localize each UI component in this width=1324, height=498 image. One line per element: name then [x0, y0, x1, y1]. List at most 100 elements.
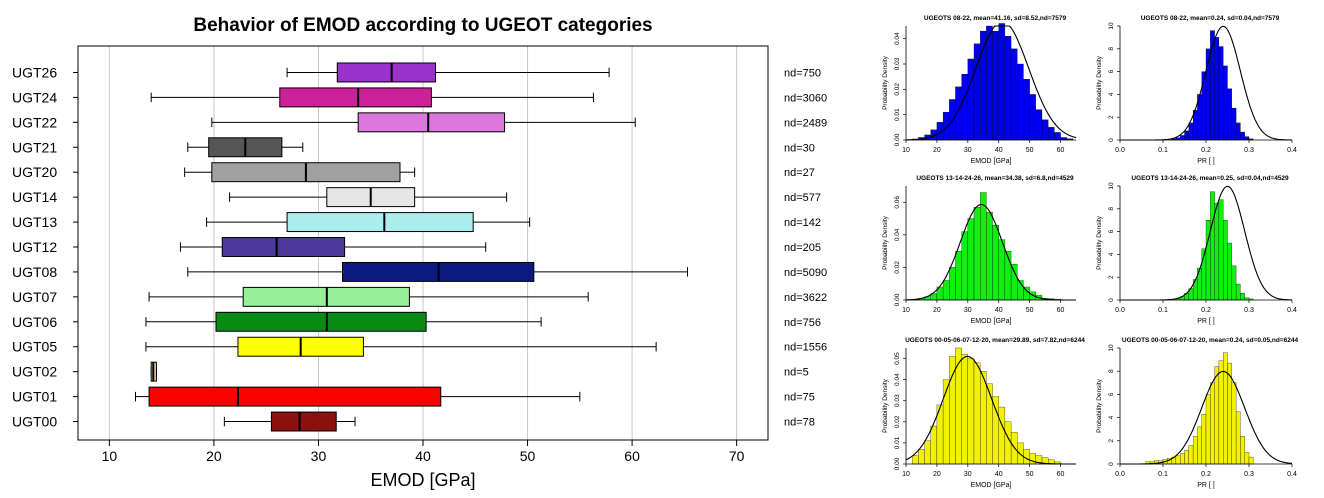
- category-label: UGT24: [12, 89, 57, 105]
- y-tick-label: 0.04: [894, 373, 901, 386]
- histogram-bar: [1004, 421, 1012, 465]
- sample-count-label: nd=3060: [784, 92, 827, 104]
- histogram-bar: [1017, 442, 1024, 465]
- histogram-bar: [1240, 436, 1245, 465]
- x-tick-label: 0.3: [1244, 147, 1254, 154]
- sample-count-label: nd=205: [784, 242, 821, 254]
- box-iqr: [279, 87, 432, 108]
- y-tick-label: 0.02: [894, 83, 901, 96]
- histogram-bar: [1231, 265, 1237, 301]
- x-tick-label: 10: [102, 448, 118, 464]
- x-tick-label: 60: [1057, 147, 1065, 154]
- histogram-bar: [1235, 411, 1241, 465]
- histogram-bar: [1041, 119, 1049, 141]
- histogram-bar: [980, 371, 987, 465]
- histogram-bar: [924, 440, 931, 465]
- histogram-bar: [980, 192, 987, 301]
- x-tick-label: 20: [933, 307, 941, 314]
- histogram-bar: [955, 250, 962, 301]
- y-tick-label: 0.02: [894, 261, 901, 274]
- y-tick-label: 2: [1108, 439, 1115, 443]
- x-tick-label: 0.3: [1244, 471, 1254, 478]
- histogram-bar: [1184, 449, 1189, 465]
- y-tick-label: 8: [1108, 207, 1115, 211]
- x-tick-label: 10: [902, 471, 910, 478]
- histogram-bar: [1035, 109, 1043, 141]
- histogram-bar: [967, 358, 975, 465]
- y-tick-label: 10: [1108, 182, 1115, 190]
- sample-count-label: nd=2489: [784, 117, 827, 129]
- x-tick-label: 50: [1026, 471, 1034, 478]
- box-iqr: [357, 112, 506, 133]
- histogram-x-label: EMOD [GPa]: [971, 482, 1012, 489]
- histogram-bar: [973, 362, 981, 465]
- normal-fit-curve: [906, 203, 1076, 301]
- histogram-x-label: EMOD [GPa]: [971, 158, 1012, 165]
- histogram-bar: [998, 23, 1006, 141]
- histogram-bar: [1004, 35, 1012, 141]
- x-tick-label: 40: [415, 448, 431, 464]
- x-tick-label: 50: [520, 448, 536, 464]
- histogram-bar: [1244, 452, 1250, 465]
- histogram-bar: [1223, 65, 1228, 141]
- histogram-bar: [912, 455, 919, 465]
- box-iqr: [215, 311, 427, 332]
- histogram-bar: [1197, 426, 1202, 465]
- histogram-bar: [973, 207, 981, 301]
- histogram-bar: [1214, 202, 1220, 301]
- histogram-x-label: PR [ ]: [1197, 158, 1215, 165]
- histogram-bar: [1218, 46, 1224, 141]
- x-tick-label: 60: [1057, 307, 1065, 314]
- x-tick-label: 20: [933, 471, 941, 478]
- y-tick-label: 0.01: [894, 108, 901, 121]
- normal-fit-curve: [905, 355, 1076, 465]
- histogram-panel: UGEOTS 00-05-06-07-12-20, mean=0.24, sd=…: [1096, 337, 1298, 489]
- sample-count-label: nd=27: [784, 167, 815, 179]
- box-iqr: [286, 212, 474, 233]
- x-tick-label: 0.2: [1201, 471, 1211, 478]
- sample-count-label: nd=75: [784, 392, 815, 404]
- histogram-bar: [918, 449, 925, 465]
- y-tick-label: 4: [1108, 252, 1115, 256]
- y-tick-label: 6: [1108, 229, 1115, 233]
- histogram-bar: [961, 231, 968, 301]
- histogram-bar: [1029, 453, 1036, 465]
- histogram-panel: UGEOTS 13-14-24-26, mean=0.25, sd=0.04,n…: [1096, 175, 1297, 325]
- y-tick-label: 8: [1108, 369, 1115, 373]
- histogram-bar: [961, 354, 968, 465]
- y-tick-label: 0.03: [894, 57, 901, 70]
- x-tick-label: 60: [1057, 471, 1065, 478]
- category-label: UGT12: [12, 239, 57, 255]
- histogram-bar: [992, 30, 999, 141]
- sample-count-label: nd=750: [784, 67, 821, 79]
- histogram-bar: [1231, 107, 1237, 141]
- y-tick-label: 0.03: [894, 394, 901, 407]
- x-tick-label: 50: [1026, 307, 1034, 314]
- histogram-panels: UGEOTS 08-22, mean=41.16, sd=8.52,nd=757…: [882, 15, 1298, 489]
- histogram-bar: [992, 224, 999, 301]
- x-tick-label: 10: [902, 147, 910, 154]
- category-label: UGT02: [12, 364, 57, 380]
- histogram-panel: UGEOTS 08-22, mean=0.24, sd=0.04,nd=7579…: [1096, 15, 1297, 165]
- x-tick-label: 0.4: [1287, 307, 1297, 314]
- histogram-panel: UGEOTS 00-05-06-07-12-20, mean=29.89, sd…: [882, 337, 1085, 489]
- histogram-x-label: PR [ ]: [1197, 318, 1215, 325]
- x-tick-label: 70: [729, 448, 745, 464]
- histogram-bar: [1023, 449, 1030, 465]
- category-label: UGT08: [12, 264, 57, 280]
- boxplot-chart: Behavior of EMOD according to UGEOT cate…: [12, 15, 827, 490]
- y-tick-label: 10: [1108, 344, 1115, 352]
- sample-count-label: nd=577: [784, 192, 821, 204]
- x-tick-label: 30: [964, 147, 972, 154]
- category-label: UGT00: [12, 414, 57, 430]
- category-label: UGT06: [12, 314, 57, 330]
- x-tick-label: 0.0: [1115, 307, 1125, 314]
- sample-count-label: nd=1556: [784, 342, 827, 354]
- histogram-bar: [986, 383, 993, 465]
- histogram-title: UGEOTS 08-22, mean=41.16, sd=8.52,nd=757…: [924, 15, 1067, 22]
- x-tick-label: 0.0: [1115, 471, 1125, 478]
- y-tick-label: 0.04: [894, 32, 901, 45]
- y-tick-label: 4: [1108, 415, 1115, 419]
- histogram-bar: [1248, 456, 1254, 465]
